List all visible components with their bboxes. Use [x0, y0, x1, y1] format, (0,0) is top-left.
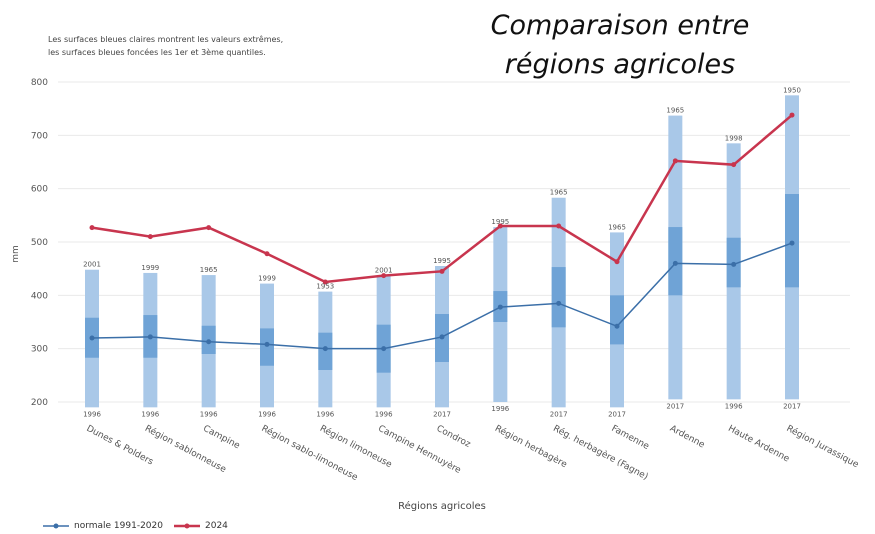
max-year-label: 1999 [141, 264, 159, 272]
min-year-label: 2017 [433, 410, 451, 418]
max-year-label: 1965 [200, 266, 218, 274]
data-point-2024 [439, 268, 445, 274]
x-axis-label: Régions agricoles [398, 500, 486, 512]
x-tick-label: Condroz [435, 424, 473, 450]
chart-title-line-1: Comparaison entre [490, 10, 750, 41]
max-year-label: 1953 [316, 283, 334, 291]
min-year-label: 1996 [141, 410, 159, 418]
min-year-label: 1996 [83, 410, 101, 418]
data-point-2024 [381, 273, 387, 279]
y-tick-label-800: 800 [31, 78, 48, 88]
data-point-normale [439, 334, 445, 340]
quartile-range-bar [551, 267, 566, 328]
max-year-label: 1950 [783, 86, 801, 94]
min-year-label: 2017 [783, 402, 801, 410]
data-point-2024 [147, 234, 153, 240]
data-point-normale [497, 304, 503, 310]
y-tick-label-400: 400 [31, 291, 48, 301]
data-point-normale [731, 261, 737, 267]
data-point-normale [89, 335, 95, 341]
x-tick-label: Ardenne [668, 424, 707, 451]
legend-item-normale: normale 1991-2020 [42, 521, 163, 531]
data-point-normale [147, 334, 153, 340]
max-year-label: 1965 [666, 107, 684, 115]
x-tick-label: Région sablo-limoneuse [260, 423, 360, 483]
data-point-2024 [556, 223, 562, 229]
legend-label-2024: 2024 [205, 521, 228, 531]
data-point-normale [789, 240, 795, 246]
data-point-normale [264, 341, 270, 347]
max-year-label: 1965 [608, 223, 626, 231]
data-point-normale [672, 260, 678, 266]
data-point-2024 [206, 225, 212, 231]
min-year-label: 1996 [491, 405, 509, 413]
range-bars [85, 95, 799, 408]
chart-subtitle-line-2: les surfaces bleues foncées les 1er et 3… [48, 48, 266, 57]
data-point-normale [556, 300, 562, 306]
chart-title: Comparaison entre régions agricoles [400, 6, 840, 84]
max-year-label: 1965 [550, 189, 568, 197]
max-year-label: 2001 [375, 267, 393, 275]
data-point-2024 [322, 279, 328, 285]
quartile-range-bar [260, 328, 274, 366]
min-year-label: 1996 [258, 410, 276, 418]
quartile-range-bar [318, 332, 333, 370]
grid-lines [58, 81, 850, 403]
max-year-label: 1999 [258, 275, 276, 283]
min-year-label: 1996 [316, 410, 334, 418]
legend: normale 1991-2020 2024 [42, 519, 238, 533]
x-tick-label: Haute Ardenne [726, 424, 791, 465]
min-year-label: 2017 [608, 410, 626, 418]
quartile-range-bar [610, 295, 624, 345]
data-point-2024 [264, 251, 270, 257]
min-year-label: 1996 [375, 410, 393, 418]
data-point-2024 [614, 259, 620, 265]
data-point-2024 [89, 225, 95, 231]
y-tick-label-700: 700 [31, 131, 48, 141]
year-labels: 2001 1996 1999 1996 1965 1996 1999 1996 1953 1996… [83, 86, 801, 418]
chart-subtitle: Les surfaces bleues claires montrent les… [48, 33, 408, 59]
x-tick-label: Famenne [610, 424, 651, 452]
y-tick-label-300: 300 [31, 345, 48, 355]
legend-label-normale: normale 1991-2020 [74, 521, 163, 531]
chart-title-line-2: régions agricoles [504, 49, 736, 80]
y-axis-label: mm [11, 245, 21, 263]
legend-item-2024: 2024 [173, 521, 228, 531]
x-tick-label: Campine [201, 424, 241, 452]
data-point-2024 [672, 158, 678, 164]
x-tick-label: Rég. herbagère (Fagne) [551, 423, 650, 482]
legend-swatch-2024 [174, 523, 200, 529]
chart-subtitle-line-1: Les surfaces bleues claires montrent les… [48, 35, 284, 44]
data-point-2024 [789, 112, 795, 118]
max-year-label: 2001 [83, 261, 101, 269]
data-point-normale [614, 323, 620, 329]
min-year-label: 1996 [725, 402, 743, 410]
data-point-normale [322, 346, 328, 352]
data-point-2024 [731, 162, 737, 168]
y-tick-label-500: 500 [31, 238, 48, 248]
y-tick-label-200: 200 [31, 398, 48, 408]
y-tick-label-600: 600 [31, 185, 48, 195]
min-year-label: 2017 [550, 410, 568, 418]
min-year-label: 1996 [200, 410, 218, 418]
max-year-label: 1995 [433, 257, 451, 265]
data-point-normale [381, 346, 387, 352]
series-lines [89, 112, 795, 352]
min-year-label: 2017 [666, 402, 684, 410]
x-tick-label: Région Jurassique [785, 423, 861, 471]
data-point-normale [206, 339, 212, 345]
max-year-label: 1995 [491, 218, 509, 226]
max-year-label: 1998 [725, 134, 743, 142]
y-axis-ticks: 200 300 400 500 600 700 800 [31, 78, 48, 408]
legend-swatch-normale [43, 523, 69, 529]
data-point-2024 [497, 223, 503, 229]
